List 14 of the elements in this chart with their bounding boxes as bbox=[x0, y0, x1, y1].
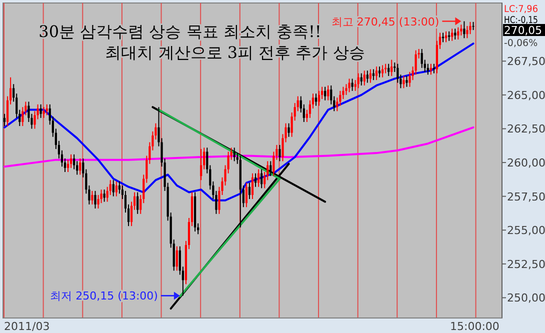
y-tick-label: 252,50 bbox=[507, 258, 545, 271]
y-tick-label: 265,00 bbox=[507, 88, 545, 102]
text: 15:00:00 bbox=[450, 320, 500, 333]
y-tick-label: 250,00 bbox=[507, 292, 545, 305]
text: 2011/03 bbox=[4, 320, 50, 333]
text: 270,05 bbox=[504, 24, 542, 37]
y-tick-label: 267,50 bbox=[507, 55, 545, 68]
text: LC:7,96 bbox=[504, 4, 540, 15]
y-tick-label: 257,50 bbox=[507, 190, 545, 204]
text: HC:-0,15 bbox=[504, 15, 545, 26]
y-tick-label: 260,00 bbox=[507, 156, 545, 170]
text: -0,06% bbox=[504, 38, 538, 49]
y-tick-label: 255,00 bbox=[507, 224, 545, 238]
y-tick-label: 262,50 bbox=[507, 122, 545, 136]
